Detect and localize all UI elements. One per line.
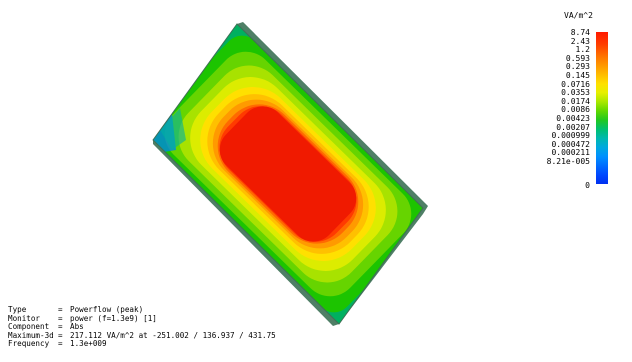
- legend-tick-label: 0.0086: [561, 105, 590, 115]
- legend-tick-label: 0.0174: [561, 96, 590, 106]
- info-key: Component: [8, 322, 50, 332]
- info-key: Monitor: [8, 313, 41, 323]
- legend-tick-label: 0.000211: [551, 148, 590, 158]
- info-value: Powerflow (peak): [70, 305, 144, 314]
- legend-tick-label: 0.00207: [556, 122, 590, 132]
- equals-sign: =: [58, 339, 63, 349]
- equals-sign: =: [58, 322, 63, 332]
- plate-outline: [152, 23, 424, 325]
- colorbar: [596, 32, 608, 184]
- legend-tick-label: 0.593: [565, 53, 590, 63]
- legend-tick-label: 1.2: [575, 45, 590, 55]
- legend-tick-label: 0.0716: [561, 79, 590, 89]
- info-row-frequency: Frequency = 1.3e+009: [8, 340, 276, 349]
- info-value: 1.3e+009: [70, 339, 107, 349]
- info-key: Frequency: [8, 339, 50, 349]
- legend-tick-label: 0.293: [565, 62, 590, 72]
- info-row-monitor: Monitor = power (f=1.3e9) [1]: [8, 313, 276, 324]
- equals-sign: =: [58, 305, 63, 314]
- legend-tick-label: 0: [585, 181, 590, 190]
- info-key: Maximum-3d: [8, 330, 54, 340]
- equals-sign: =: [58, 330, 63, 340]
- info-row-maximum: Maximum-3d = 217.112 VA/m^2 at -251.002 …: [8, 330, 276, 341]
- legend-tick-label: 8.74: [570, 28, 590, 37]
- info-value: 217.112 VA/m^2 at -251.002 / 136.937 / 4…: [70, 330, 276, 340]
- legend-tick-label: 0.145: [565, 71, 590, 80]
- info-row-type: Type = Powerflow (peak): [8, 305, 276, 315]
- equals-sign: =: [58, 313, 63, 323]
- legend-tick-label: 0.000999: [551, 131, 590, 141]
- info-value: power (f=1.3e9) [1]: [70, 313, 157, 323]
- info-row-component: Component = Abs: [8, 323, 276, 332]
- legend-tick-label: 0.00423: [556, 114, 590, 123]
- info-value: Abs: [70, 322, 84, 332]
- legend-tick-label: 8.21e-005: [546, 157, 590, 166]
- legend-unit-label: VA/m^2: [564, 11, 593, 20]
- legend-tick-label: 2.43: [570, 36, 590, 46]
- legend-tick-label: 0.0353: [561, 88, 590, 98]
- monitor-info-block: Type = Powerflow (peak) Monitor = power …: [8, 305, 276, 349]
- legend-tick-label: 0.000472: [551, 139, 590, 149]
- info-key: Type: [8, 305, 27, 314]
